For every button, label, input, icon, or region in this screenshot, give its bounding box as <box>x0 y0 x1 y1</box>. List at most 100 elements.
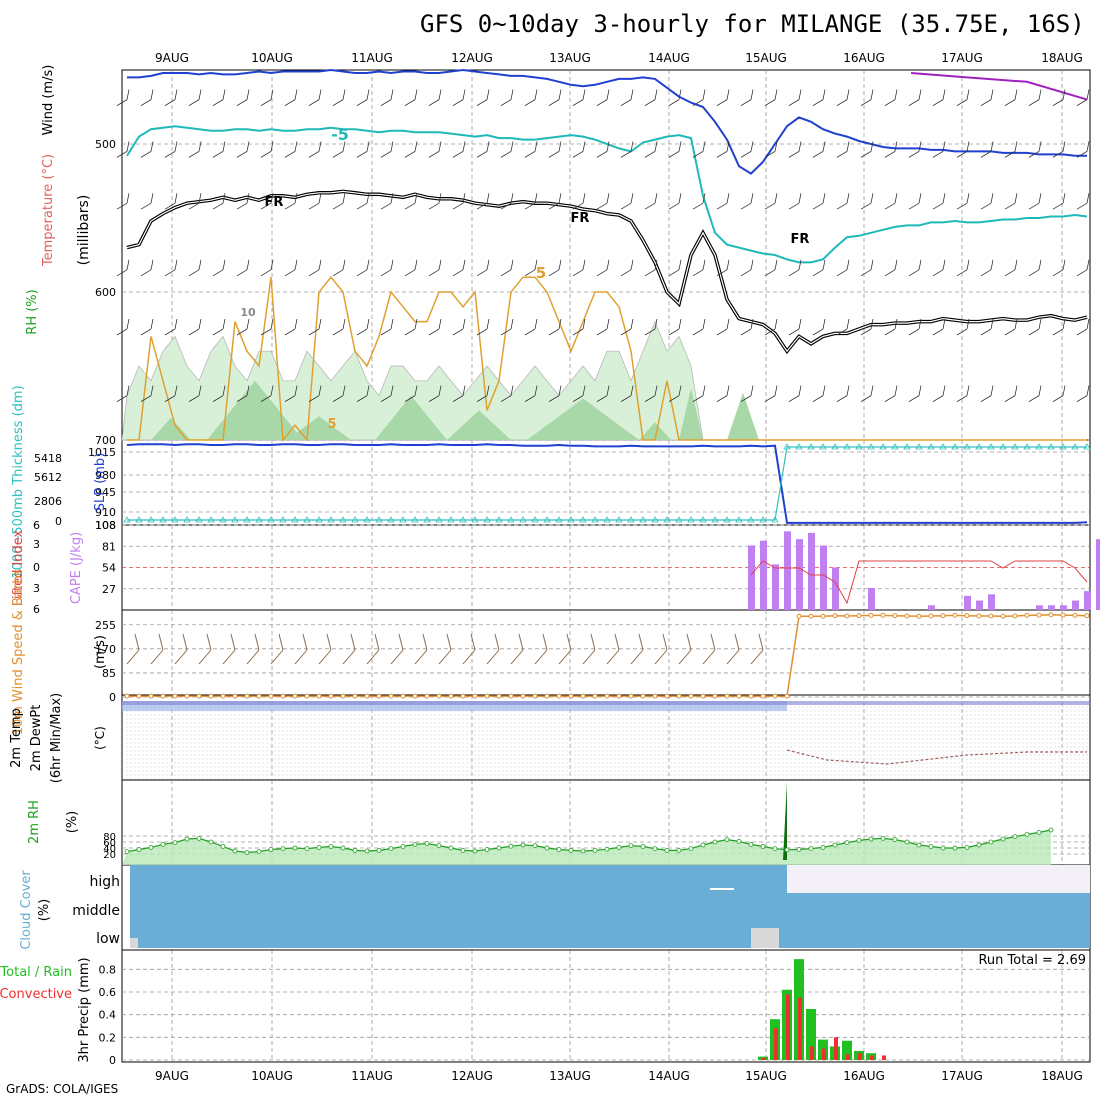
rh2m-marker <box>316 845 322 850</box>
wind-barb <box>404 193 418 210</box>
wind-barb <box>668 385 682 402</box>
rh2m-marker <box>1000 836 1006 842</box>
thickness-marker <box>291 516 299 523</box>
y-tick-precip: 0.2 <box>99 1031 117 1044</box>
rh2m-marker <box>400 844 406 849</box>
x-tick-bottom: 18AUG <box>1041 1069 1083 1083</box>
thickness-marker <box>747 516 755 523</box>
x-tick-top: 10AUG <box>251 51 293 65</box>
y-tick-slp: 945 <box>95 486 116 499</box>
wind-barb <box>1028 193 1042 210</box>
y-label-wind10: 10m Wind Speed & Barbs <box>11 569 26 736</box>
wind10-marker <box>400 693 406 699</box>
x-tick-bottom: 14AUG <box>648 1069 690 1083</box>
panel-frame-wind <box>121 609 1091 696</box>
wind-barb <box>140 141 154 158</box>
wind-barb <box>692 193 706 210</box>
rh2m-marker <box>388 846 394 851</box>
thickness-marker <box>843 443 851 450</box>
rh2m-marker <box>436 843 442 848</box>
wind-barb <box>836 318 850 336</box>
cape-bar <box>1072 600 1079 610</box>
rh2m-marker <box>604 846 610 852</box>
thickness-marker <box>999 443 1007 450</box>
y-tick-thickness: 0 <box>55 515 62 528</box>
wind10-marker <box>1084 613 1090 619</box>
wind-barb <box>716 141 730 158</box>
wind-barb <box>932 193 946 210</box>
wind-barb <box>764 193 778 210</box>
x-tick-top: 18AUG <box>1041 51 1083 65</box>
wind-barb <box>932 141 946 158</box>
y-tick-pressure: 600 <box>95 286 116 299</box>
wind10-marker <box>1048 612 1054 618</box>
wind-barb <box>188 193 202 210</box>
wind-barb <box>116 259 130 277</box>
thickness-marker <box>603 516 611 523</box>
thickness-marker <box>315 516 323 523</box>
rh2m-marker <box>352 848 358 853</box>
wind10-marker <box>700 693 706 699</box>
wind10-marker <box>868 612 874 618</box>
thickness-marker <box>411 516 419 523</box>
wind-barb <box>812 385 826 402</box>
y-tick-thickness: 5612 <box>34 471 62 484</box>
wind-barb <box>428 89 442 106</box>
thickness-marker <box>759 516 767 523</box>
wind10-marker <box>616 693 622 699</box>
rh2m-marker <box>796 847 802 852</box>
wind10-marker <box>676 693 682 699</box>
rh2m-marker <box>412 842 418 847</box>
wind10-marker <box>892 613 898 619</box>
y-label-wind: Wind (m/s) <box>41 65 56 136</box>
rh2m-marker <box>916 842 922 848</box>
wind10-marker <box>220 693 226 699</box>
wind-barb <box>380 193 394 210</box>
rh2m-marker <box>592 848 598 853</box>
wind-barb <box>428 259 442 277</box>
wind-barb <box>908 89 922 106</box>
wind-barb <box>140 385 154 402</box>
rh2m-marker <box>832 842 838 848</box>
wind-barb <box>1052 193 1066 210</box>
wind10-marker <box>568 693 574 699</box>
wind-barb <box>212 89 226 106</box>
wind-barb <box>140 259 154 277</box>
thickness-marker <box>1023 443 1031 450</box>
wind10-barb <box>486 633 500 665</box>
wind-barb <box>668 259 682 277</box>
thickness-marker <box>363 516 371 523</box>
wind-barb <box>668 193 682 210</box>
wind-barb <box>380 318 394 336</box>
wind-barb <box>1052 385 1066 402</box>
cape-bar <box>1048 605 1055 610</box>
rh2m-marker <box>292 845 298 851</box>
cape-bar <box>772 564 779 610</box>
rh2m-marker <box>364 848 370 854</box>
thickness-marker <box>351 516 359 523</box>
wind-barb <box>812 141 826 158</box>
y-tick-li: 0 <box>33 561 40 574</box>
wind-barb <box>908 259 922 277</box>
wind10-marker <box>952 612 958 618</box>
wind-barb <box>644 385 658 402</box>
thickness-marker <box>675 516 683 523</box>
cloud-level-high: high <box>89 874 120 890</box>
x-tick-bottom: 11AUG <box>351 1069 393 1083</box>
wind-barb <box>236 259 250 277</box>
wind-barb <box>1076 318 1090 336</box>
precip-conv-bar <box>798 997 802 1060</box>
wind10-marker <box>304 693 310 699</box>
y-label-rh2m: 2m RH <box>27 800 42 844</box>
wind-barb <box>788 259 802 277</box>
series-freezing-inner <box>126 190 1088 353</box>
thickness-marker <box>639 516 647 523</box>
wind-barb <box>860 193 874 210</box>
wind-barb <box>404 318 418 336</box>
wind-barb <box>692 259 706 277</box>
wind-barb <box>788 141 802 158</box>
wind-barb <box>812 259 826 277</box>
wind-barb <box>884 318 898 336</box>
cloud-block-late <box>787 893 1090 948</box>
wind10-marker <box>832 613 838 619</box>
